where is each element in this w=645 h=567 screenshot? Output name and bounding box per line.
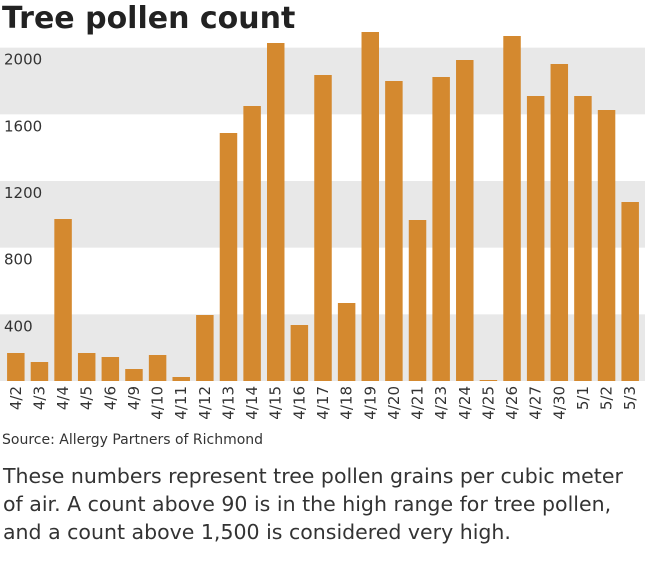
bar bbox=[385, 81, 403, 381]
bar bbox=[7, 353, 25, 381]
bar bbox=[125, 369, 143, 381]
bar bbox=[337, 303, 356, 381]
y-tick-label: 400 bbox=[4, 317, 33, 335]
x-tick-label: 4/21 bbox=[409, 386, 427, 420]
bar bbox=[266, 43, 285, 381]
x-tick-label: 4/19 bbox=[361, 386, 379, 420]
bar bbox=[456, 60, 474, 381]
x-tick-label: 4/23 bbox=[432, 386, 450, 420]
x-tick-label: 4/24 bbox=[456, 386, 474, 420]
x-tick-label: 4/10 bbox=[149, 386, 167, 420]
x-tick-label: 4/25 bbox=[479, 386, 497, 420]
x-tick-label: 4/9 bbox=[125, 386, 143, 410]
bar bbox=[621, 202, 639, 381]
x-tick-label: 4/13 bbox=[219, 386, 237, 420]
bar bbox=[550, 64, 569, 381]
bar bbox=[77, 353, 96, 381]
x-tick-label: 4/30 bbox=[550, 386, 568, 420]
source: Source: Allergy Partners of Richmond bbox=[2, 432, 263, 448]
bar bbox=[503, 36, 521, 381]
x-tick-label: 4/16 bbox=[290, 386, 308, 420]
x-tick-label: 4/26 bbox=[503, 386, 521, 420]
bar bbox=[30, 362, 49, 381]
x-tick-label: 4/27 bbox=[527, 386, 545, 420]
bar bbox=[574, 96, 592, 381]
bar bbox=[479, 380, 498, 381]
bar bbox=[219, 133, 238, 381]
x-tick-label: 4/14 bbox=[243, 386, 261, 420]
bar bbox=[314, 75, 332, 381]
bar bbox=[432, 77, 450, 381]
y-tick-label: 2000 bbox=[4, 51, 42, 69]
x-tick-label: 5/1 bbox=[574, 386, 592, 410]
x-tick-label: 4/3 bbox=[30, 386, 48, 410]
bar bbox=[408, 220, 427, 381]
x-tick-label: 5/2 bbox=[598, 386, 616, 410]
bar bbox=[597, 110, 616, 381]
chart-title: Tree pollen count bbox=[2, 1, 295, 36]
bar bbox=[148, 355, 167, 381]
y-tick-label: 800 bbox=[4, 251, 33, 269]
x-tick-label: 4/17 bbox=[314, 386, 332, 420]
bar bbox=[290, 325, 309, 381]
note: These numbers represent tree pollen grai… bbox=[3, 464, 623, 544]
bar bbox=[101, 357, 120, 381]
x-tick-label: 4/12 bbox=[196, 386, 214, 420]
x-tick-label: 4/6 bbox=[101, 386, 119, 410]
bar bbox=[54, 219, 72, 381]
x-tick-label: 4/18 bbox=[338, 386, 356, 420]
x-tick-label: 4/5 bbox=[78, 386, 96, 410]
bar bbox=[196, 315, 214, 381]
x-tick-label: 4/4 bbox=[54, 386, 72, 410]
y-tick-label: 1600 bbox=[4, 117, 42, 135]
y-tick-label: 1200 bbox=[4, 184, 42, 202]
bar bbox=[361, 32, 380, 381]
x-tick-label: 5/3 bbox=[621, 386, 639, 410]
bar bbox=[172, 377, 190, 381]
bar bbox=[243, 106, 261, 381]
x-tick-label: 4/15 bbox=[267, 386, 285, 420]
bar bbox=[526, 96, 545, 381]
x-tick-label: 4/2 bbox=[7, 386, 25, 410]
chart: Tree pollen count Source: Allergy Partne… bbox=[0, 1, 645, 448]
x-tick-label: 4/20 bbox=[385, 386, 403, 420]
x-tick-label: 4/11 bbox=[172, 386, 190, 420]
